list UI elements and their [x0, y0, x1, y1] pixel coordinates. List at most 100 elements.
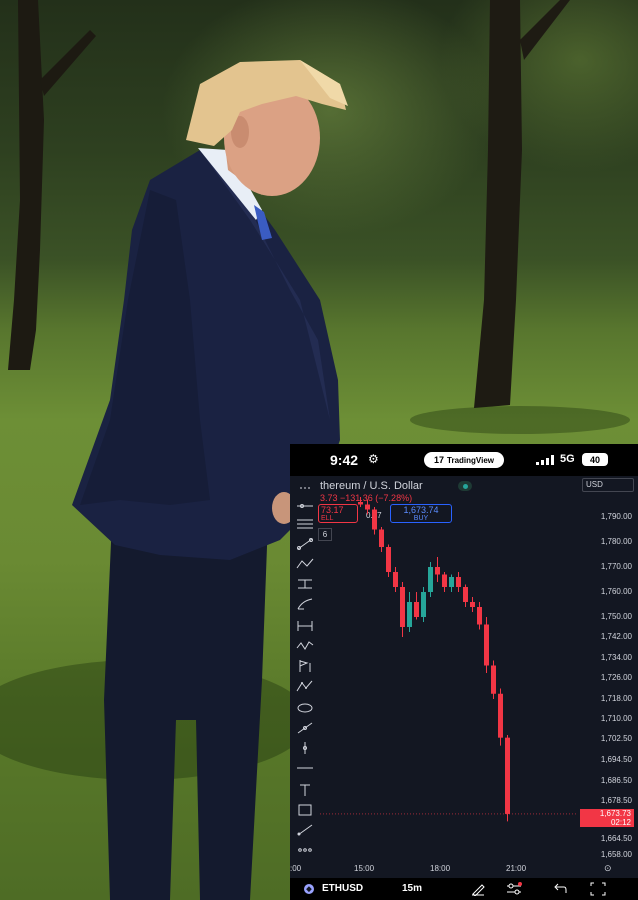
- flag-icon[interactable]: [294, 658, 316, 674]
- price-tick-label: 1,686.50: [600, 776, 632, 785]
- tradingview-logo-icon: 17: [434, 455, 445, 465]
- rectangle-icon[interactable]: [294, 802, 316, 818]
- focus-mode-icon: ⚙: [368, 452, 379, 466]
- pattern-icon[interactable]: [294, 678, 316, 694]
- sell-price: 73.17: [321, 505, 344, 515]
- time-axis[interactable]: :00 15:00 18:00 21:00: [290, 862, 580, 876]
- candle-body: [484, 624, 489, 666]
- path-tool-icon[interactable]: [294, 556, 316, 572]
- tree-trunk-left: [8, 0, 44, 370]
- candle-body: [400, 587, 405, 627]
- buy-button[interactable]: 1,673.74 BUY: [390, 504, 452, 523]
- candle-body: [372, 509, 377, 530]
- horizontal-line-icon[interactable]: [294, 498, 316, 514]
- last-price-tag: 1,673.73 02:12: [580, 808, 634, 827]
- network-type: 5G: [560, 453, 575, 465]
- time-tick-label: :00: [290, 864, 302, 873]
- battery-icon: 40: [582, 453, 608, 466]
- candle-body: [365, 504, 370, 510]
- last-price: 1,673.73: [599, 808, 631, 818]
- price-tick-label: 1,734.00: [600, 653, 632, 662]
- candle-body: [456, 577, 461, 587]
- price-tick-label: 1,780.00: [600, 537, 632, 546]
- fib-retracement-icon[interactable]: [294, 576, 316, 592]
- phone-status-bar: 9:42 ⚙ 17 TradingView 5G 40: [290, 444, 638, 476]
- status-time: 9:42: [330, 452, 359, 468]
- candle-body: [379, 529, 384, 547]
- price-tick-label: 1,770.00: [600, 562, 632, 571]
- brush-icon[interactable]: [294, 596, 316, 612]
- undo-icon[interactable]: [552, 882, 568, 896]
- candle-body: [505, 737, 510, 814]
- horizontal-ray-icon[interactable]: [294, 760, 316, 776]
- price-tick-label: 1,694.50: [600, 755, 632, 764]
- bottom-toolbar: ◆ ETHUSD 15m: [290, 878, 638, 900]
- grass-shadow-2: [410, 406, 630, 434]
- sell-button[interactable]: 73.17 ELL: [318, 504, 358, 523]
- sell-label: ELL: [321, 515, 334, 522]
- market-open-indicator: [458, 481, 472, 491]
- candle-body: [491, 665, 496, 694]
- buy-price: 1,673.74: [403, 505, 439, 515]
- axis-settings-icon[interactable]: ⊙: [604, 863, 612, 873]
- price-tick-label: 1,664.50: [600, 834, 632, 843]
- vertical-line-icon[interactable]: [294, 740, 316, 756]
- price-tick-label: 1,702.50: [600, 734, 632, 743]
- drawing-toolbar: [290, 480, 320, 860]
- trend-line-icon[interactable]: [294, 536, 316, 552]
- candle-body: [407, 602, 412, 627]
- candle-body: [463, 587, 468, 602]
- price-tick-label: 1,790.00: [600, 512, 632, 521]
- price-tick-label: 1,726.00: [600, 673, 632, 682]
- candle-countdown: 02:12: [610, 817, 631, 827]
- ray-icon[interactable]: [294, 822, 316, 838]
- currency-select[interactable]: USD: [582, 478, 634, 492]
- candle-body: [498, 693, 503, 738]
- quantity-field[interactable]: 6: [318, 528, 332, 541]
- elliott-wave-icon[interactable]: [294, 638, 316, 654]
- price-tick-label: 1,750.00: [600, 612, 632, 621]
- price-change: 3.73 −131.36 (−7.28%): [320, 493, 413, 503]
- more-tools-icon[interactable]: [294, 842, 316, 858]
- symbol-title[interactable]: thereum / U.S. Dollar: [320, 480, 423, 492]
- tradingview-screenshot: 9:42 ⚙ 17 TradingView 5G 40 thereum / U.…: [290, 444, 638, 900]
- tradingview-badge[interactable]: 17 TradingView: [424, 452, 504, 468]
- candlestick-chart[interactable]: [320, 480, 578, 862]
- candle-body: [421, 592, 426, 617]
- ellipse-icon[interactable]: [294, 700, 316, 716]
- parallel-channel-icon[interactable]: [294, 516, 316, 532]
- indicators-icon[interactable]: [506, 882, 522, 896]
- candle-body: [386, 547, 391, 572]
- price-tick-label: 1,718.00: [600, 694, 632, 703]
- candle-body: [470, 602, 475, 607]
- price-tick-label: 1,678.50: [600, 796, 632, 805]
- candle-body: [442, 574, 447, 587]
- tree-branch-2: [40, 30, 96, 96]
- measure-icon[interactable]: [294, 618, 316, 634]
- text-tool-icon[interactable]: [294, 782, 316, 798]
- battery-level: 40: [589, 454, 600, 465]
- arrow-marker-icon[interactable]: [294, 720, 316, 736]
- candle-body: [435, 567, 440, 575]
- tradingview-badge-label: TradingView: [447, 455, 494, 465]
- fullscreen-icon[interactable]: [590, 882, 606, 896]
- candle-body: [428, 567, 433, 592]
- person-figure: [72, 60, 348, 900]
- candle-body: [477, 607, 482, 625]
- buy-label: BUY: [413, 515, 429, 522]
- candle-body: [358, 502, 363, 505]
- price-axis[interactable]: 1,790.00 1,780.00 1,770.00 1,760.00 1,750.00…: [578, 480, 638, 864]
- price-tick-label: 1,742.00: [600, 632, 632, 641]
- time-tick-label: 15:00: [354, 864, 375, 873]
- tree-trunk-right: [474, 0, 522, 408]
- candle-body: [393, 572, 398, 587]
- tree-branch: [520, 0, 570, 60]
- symbol-selector[interactable]: ETHUSD: [322, 883, 364, 894]
- cellular-signal-icon: [536, 455, 554, 465]
- ethereum-icon: ◆: [304, 884, 314, 894]
- toolbar-grip-icon[interactable]: [294, 480, 316, 496]
- drawing-pen-icon[interactable]: [470, 882, 486, 897]
- time-tick-label: 18:00: [430, 864, 451, 873]
- interval-selector[interactable]: 15m: [402, 883, 423, 894]
